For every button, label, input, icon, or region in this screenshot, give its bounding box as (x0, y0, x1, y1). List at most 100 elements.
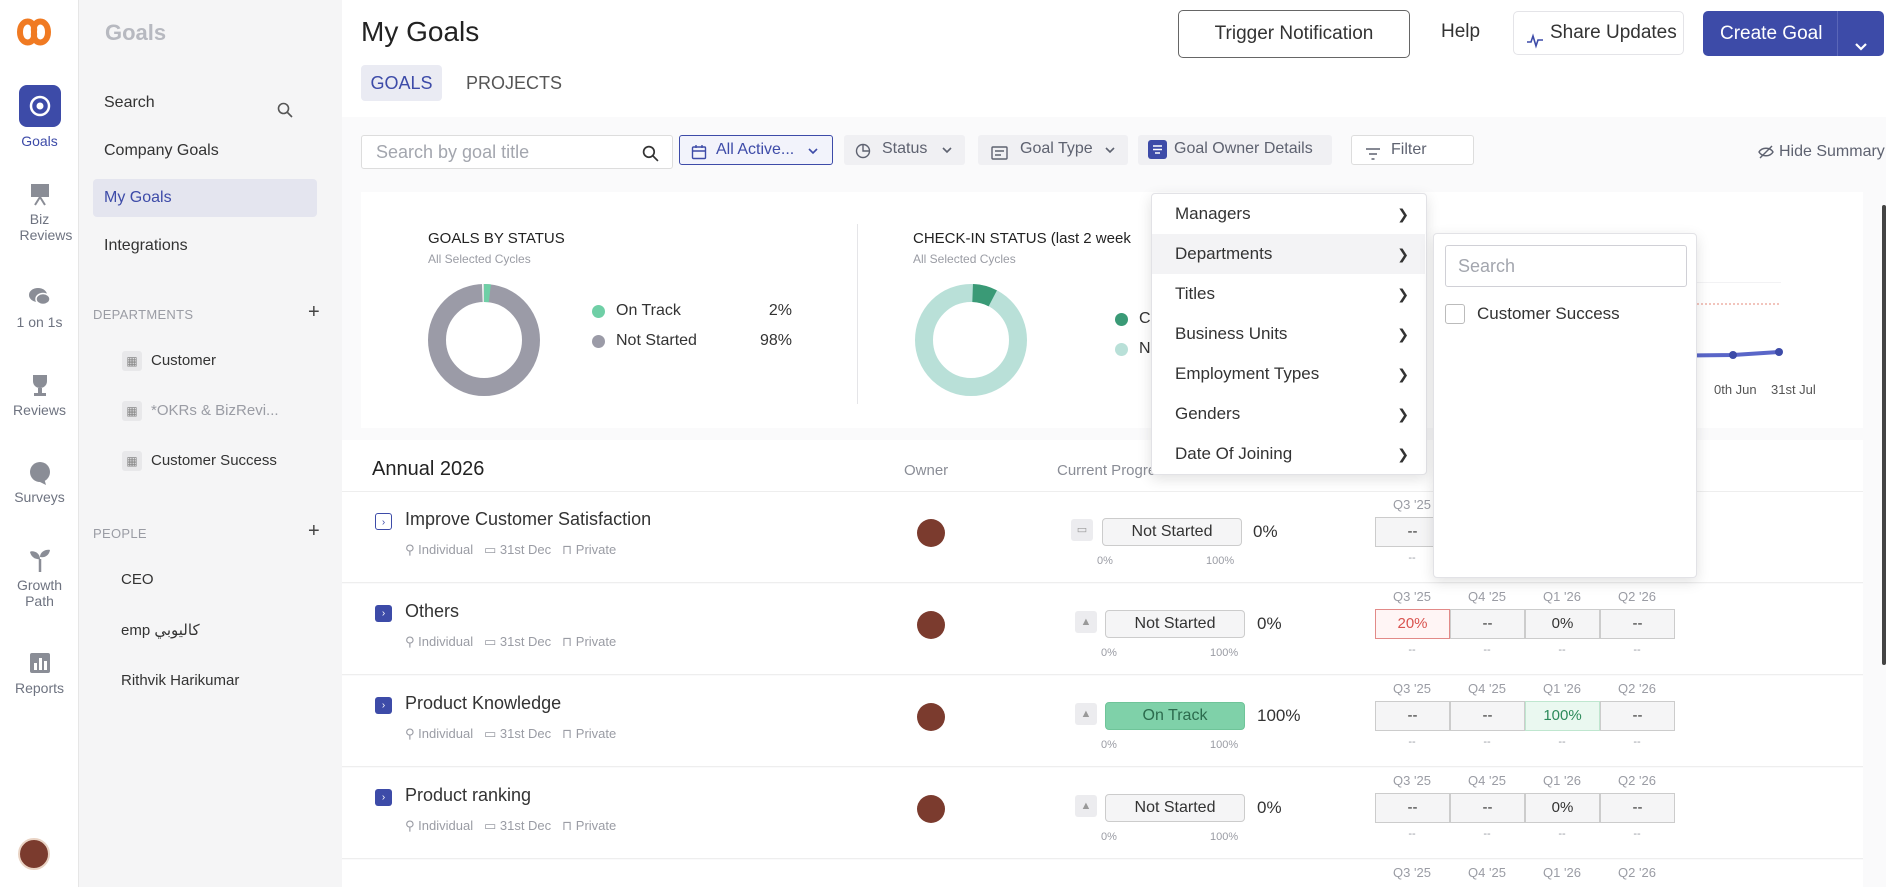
menu-item-date-of-joining[interactable]: Date Of Joining ❯ (1152, 434, 1425, 474)
menu-item-genders[interactable]: Genders ❯ (1152, 394, 1425, 434)
department-option[interactable]: Customer Success (1445, 302, 1620, 326)
checkbox[interactable] (1445, 304, 1465, 324)
create-goal-button[interactable]: Create Goal (1703, 11, 1884, 56)
expand-toggle[interactable]: › (375, 605, 392, 622)
goal-title[interactable]: Others (405, 601, 460, 621)
rail-reviews[interactable]: Reviews (0, 372, 79, 418)
person-item[interactable]: Rithvik Harikumar (121, 672, 240, 689)
add-department-button[interactable]: + (308, 301, 320, 323)
goal-type: Individual (418, 542, 474, 557)
pulse-icon (1526, 24, 1544, 66)
help-link[interactable]: Help (1441, 21, 1481, 42)
rail-reports[interactable]: Reports (0, 650, 79, 696)
tab-projects[interactable]: PROJECTS (466, 65, 562, 101)
expand-toggle[interactable]: › (375, 513, 392, 530)
quarter-value[interactable]: -- (1450, 701, 1525, 731)
department-item[interactable]: ▦ Customer Success (122, 448, 322, 474)
goal-row[interactable]: › Product Knowledge ⚲ Individual ▭ 31st … (342, 676, 1863, 767)
quarter-value[interactable]: 20% (1375, 609, 1450, 639)
department-item[interactable]: ▦ *OKRs & BizRevi... (122, 398, 322, 424)
expand-toggle[interactable]: › (375, 697, 392, 714)
menu-item-titles[interactable]: Titles ❯ (1152, 274, 1425, 314)
page-scrollbar[interactable] (1882, 205, 1886, 665)
quarter-value[interactable]: -- (1450, 609, 1525, 639)
menu-item-label: Date Of Joining (1175, 444, 1293, 463)
rail-1on1s-label: 1 on 1s (16, 314, 63, 330)
status-pill[interactable]: On Track (1105, 702, 1245, 730)
lock-icon: ▲ (1075, 611, 1097, 633)
status-pill[interactable]: Not Started (1102, 518, 1242, 546)
menu-item-employment-types[interactable]: Employment Types ❯ (1152, 354, 1425, 394)
rail-goals[interactable]: Goals (0, 85, 79, 149)
quarter-value[interactable]: -- (1600, 609, 1675, 639)
person-item[interactable]: emp كاليوبي (121, 622, 200, 639)
quarter-value[interactable]: -- (1375, 793, 1450, 823)
quarter-value[interactable]: 100% (1525, 701, 1600, 731)
goal-row[interactable]: Q3 '25 Q4 '25 Q1 '26 Q2 '26 (342, 860, 1863, 890)
quarter-sub: -- (1483, 644, 1491, 656)
side-search[interactable]: Search (93, 84, 317, 122)
quarter-sub: -- (1633, 644, 1641, 656)
quarter-header: Q1 '26 (1543, 589, 1581, 604)
user-avatar[interactable] (18, 838, 50, 870)
owner-details-menu: Managers ❯ Departments ❯ Titles ❯ Business … (1151, 193, 1427, 475)
legend-not-started-label: Not Started (616, 332, 697, 349)
goal-row[interactable]: › Product ranking ⚲ Individual ▭ 31st De… (342, 768, 1863, 859)
rail-surveys[interactable]: Surveys (0, 459, 79, 505)
status-pill[interactable]: Not Started (1105, 610, 1245, 638)
submenu-search-input[interactable]: Search (1445, 245, 1687, 287)
quarter-value[interactable]: -- (1375, 701, 1450, 731)
trigger-notification-button[interactable]: Trigger Notification (1178, 10, 1410, 58)
menu-item-business-units[interactable]: Business Units ❯ (1152, 314, 1425, 354)
create-goal-dropdown[interactable] (1837, 11, 1884, 56)
goal-meta: ⚲ Individual ▭ 31st Dec ⊓ Private (405, 818, 616, 834)
goal-title[interactable]: Product Knowledge (405, 693, 562, 713)
quarter-value[interactable]: -- (1600, 793, 1675, 823)
add-person-button[interactable]: + (308, 520, 320, 542)
rail-1on1s[interactable]: 1 on 1s (0, 284, 79, 330)
tab-goals[interactable]: GOALS (361, 65, 442, 101)
person-icon: ⚲ (405, 726, 415, 741)
menu-item-managers[interactable]: Managers ❯ (1152, 194, 1425, 234)
share-updates-button[interactable]: Share Updates (1513, 11, 1684, 55)
quarter-header: Q4 '25 (1468, 589, 1506, 604)
expand-toggle[interactable]: › (375, 789, 392, 806)
checkin-status-donut (915, 284, 1027, 396)
quarter-header: Q4 '25 (1468, 773, 1506, 788)
legend-dot-on-track (592, 305, 605, 318)
cycle-filter[interactable]: All Active... (679, 135, 833, 165)
rail-growth-path[interactable]: Growth Path (0, 547, 79, 609)
hide-summary-button[interactable]: Hide Summary (1758, 143, 1885, 161)
person-item[interactable]: CEO (121, 571, 154, 588)
goal-type-filter[interactable]: Goal Type (978, 135, 1128, 165)
side-integrations[interactable]: Integrations (93, 227, 317, 265)
department-item[interactable]: ▦ Customer (122, 348, 322, 374)
goal-title[interactable]: Improve Customer Satisfaction (405, 509, 652, 529)
goal-owner-details-filter[interactable]: Goal Owner Details (1138, 135, 1332, 165)
lock-icon: ▭ (1071, 519, 1093, 541)
chevron-down-icon (1854, 26, 1868, 71)
goal-row[interactable]: › Others ⚲ Individual ▭ 31st Dec ⊓ Priva… (342, 584, 1863, 675)
owner-avatar[interactable] (917, 519, 945, 547)
side-my-goals[interactable]: My Goals (93, 179, 317, 217)
side-panel-title: Goals (105, 20, 167, 45)
rail-biz-reviews[interactable]: Biz Reviews (0, 181, 79, 243)
page-header: My Goals GOALS PROJECTS Trigger Notifica… (342, 0, 1886, 117)
quarter-value[interactable]: 0% (1525, 609, 1600, 639)
side-integrations-label: Integrations (104, 237, 188, 254)
menu-item-departments[interactable]: Departments ❯ (1152, 234, 1425, 274)
quarter-value[interactable]: -- (1600, 701, 1675, 731)
trophy-icon (27, 372, 53, 398)
side-company-goals[interactable]: Company Goals (93, 132, 317, 170)
owner-avatar[interactable] (917, 611, 945, 639)
owner-avatar[interactable] (917, 703, 945, 731)
status-filter[interactable]: Status (844, 135, 965, 165)
filter-button[interactable]: Filter (1351, 135, 1474, 165)
goal-title[interactable]: Product ranking (405, 785, 532, 805)
goal-search-input[interactable]: Search by goal title (361, 135, 673, 169)
owner-avatar[interactable] (917, 795, 945, 823)
status-pill[interactable]: Not Started (1105, 794, 1245, 822)
logo[interactable] (14, 14, 54, 50)
quarter-value[interactable]: -- (1450, 793, 1525, 823)
quarter-value[interactable]: 0% (1525, 793, 1600, 823)
